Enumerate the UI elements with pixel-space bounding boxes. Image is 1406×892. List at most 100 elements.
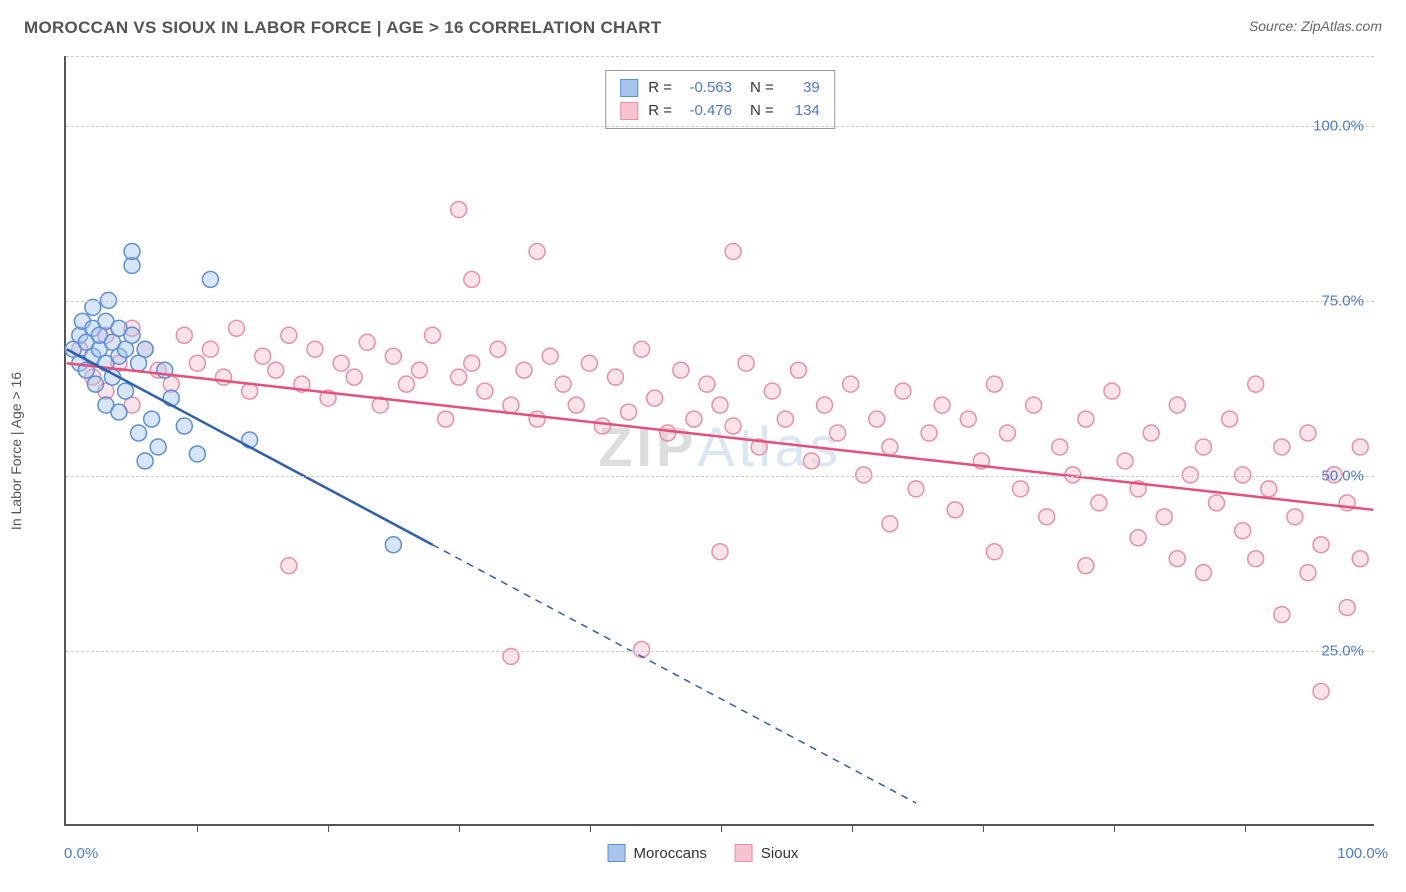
scatter-point [150,439,166,455]
scatter-point [477,383,493,399]
scatter-point [1130,530,1146,546]
r-label: R = [648,100,672,123]
scatter-point [607,369,623,385]
y-tick-label: 100.0% [1313,118,1364,135]
scatter-point [960,411,976,427]
scatter-point [1209,495,1225,511]
scatter-point [1013,481,1029,497]
r-value: -0.563 [682,77,732,100]
scatter-point [385,537,401,553]
x-tick [1114,824,1115,832]
scatter-point [490,341,506,357]
scatter-point [1235,467,1251,483]
scatter-point [333,355,349,371]
scatter-point [986,376,1002,392]
scatter-point [634,641,650,657]
scatter-point [529,244,545,260]
scatter-point [1195,565,1211,581]
scatter-point [634,341,650,357]
bottom-legend: Moroccans Sioux [608,844,799,862]
scatter-point [830,425,846,441]
scatter-point [216,369,232,385]
scatter-point [647,390,663,406]
scatter-point [438,411,454,427]
scatter-point [189,446,205,462]
trend-line [433,545,916,803]
n-label: N = [750,77,774,100]
scatter-point [189,355,205,371]
n-value: 39 [784,77,820,100]
scatter-point [764,383,780,399]
grid-line [66,126,1374,127]
scatter-point [594,418,610,434]
legend-label: Sioux [761,845,799,862]
x-tick [983,824,984,832]
scatter-point [307,341,323,357]
y-tick-label: 25.0% [1321,643,1364,660]
legend-swatch [608,844,626,862]
scatter-point [999,425,1015,441]
scatter-point [1274,439,1290,455]
scatter-point [1143,425,1159,441]
scatter-point [777,411,793,427]
scatter-point [1248,376,1264,392]
scatter-point [144,411,160,427]
scatter-point [1104,383,1120,399]
scatter-point [869,411,885,427]
scatter-point [882,439,898,455]
scatter-point [255,348,271,364]
legend-swatch [735,844,753,862]
scatter-point [1261,481,1277,497]
scatter-point [1026,397,1042,413]
scatter-point [1078,558,1094,574]
trend-line [67,363,1374,510]
legend-item: Moroccans [608,844,707,862]
scatter-point [464,271,480,287]
scatter-point [529,411,545,427]
grid-line [66,651,1374,652]
scatter-point [1352,439,1368,455]
scatter-point [738,355,754,371]
legend-swatch [620,102,638,120]
scatter-point [1222,411,1238,427]
r-value: -0.476 [682,100,732,123]
legend-stats-box: R =-0.563N =39R =-0.476N =134 [605,70,835,129]
scatter-point [118,383,134,399]
scatter-point [712,544,728,560]
scatter-point [1339,600,1355,616]
scatter-point [87,376,103,392]
scatter-point [882,516,898,532]
scatter-point [137,341,153,357]
scatter-point [1169,397,1185,413]
scatter-point [111,404,127,420]
x-axis-min-label: 0.0% [64,845,98,862]
legend-item: Sioux [735,844,799,862]
scatter-point [516,362,532,378]
scatter-point [202,341,218,357]
chart-title: MOROCCAN VS SIOUX IN LABOR FORCE | AGE >… [24,18,661,38]
scatter-point [1274,607,1290,623]
x-axis-max-label: 100.0% [1337,845,1388,862]
plot-area: ZIPAtlas R =-0.563N =39R =-0.476N =134 2… [64,56,1374,826]
scatter-point [621,404,637,420]
scatter-point [1313,537,1329,553]
scatter-point [1300,425,1316,441]
scatter-point [202,271,218,287]
scatter-point [1169,551,1185,567]
y-axis-label: In Labor Force | Age > 16 [8,372,24,530]
scatter-point [451,202,467,218]
scatter-point [1300,565,1316,581]
scatter-point [725,244,741,260]
scatter-point [451,369,467,385]
x-tick [459,824,460,832]
scatter-point [176,418,192,434]
x-tick [590,824,591,832]
scatter-point [1313,683,1329,699]
scatter-point [686,411,702,427]
scatter-point [503,397,519,413]
scatter-point [790,362,806,378]
legend-stats-row: R =-0.476N =134 [620,100,820,123]
plot-svg [66,56,1374,824]
scatter-point [673,362,689,378]
scatter-point [947,502,963,518]
